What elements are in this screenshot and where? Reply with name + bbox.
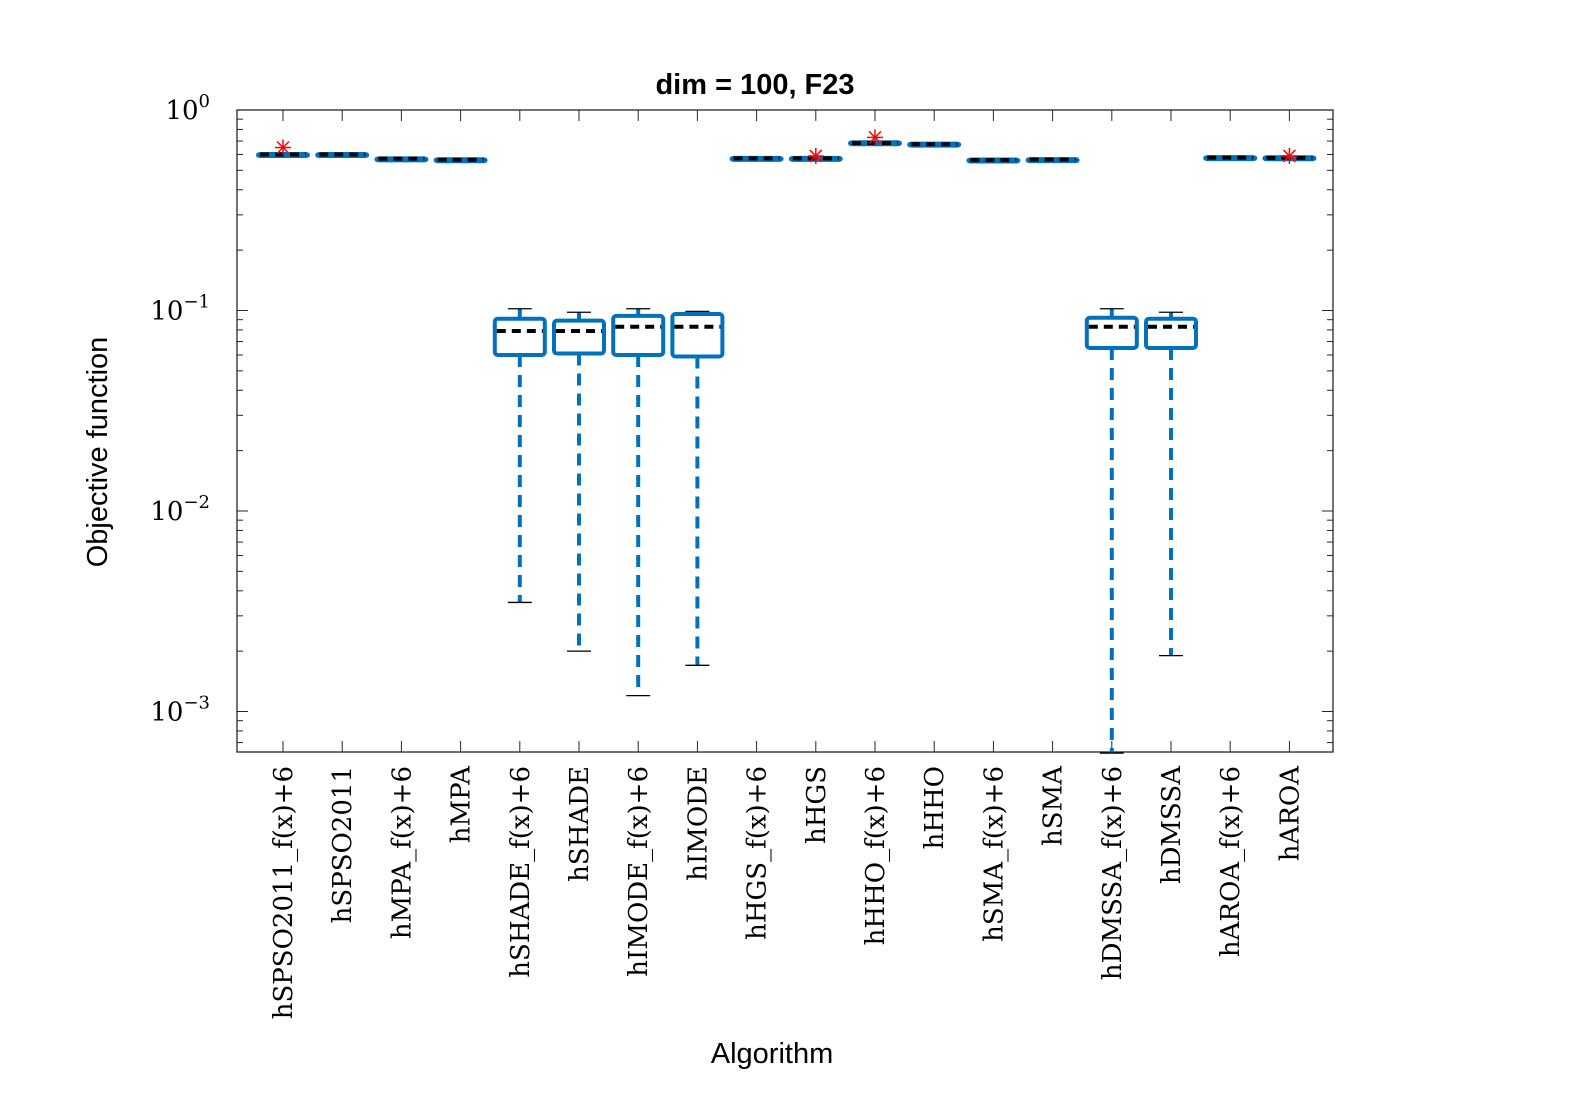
box-17 [1203, 155, 1258, 162]
x-tick-label: hSPSO2011_f(x)+6 [269, 766, 299, 1019]
outlier-marker [1281, 147, 1298, 164]
box-1 [256, 139, 310, 159]
x-tick-label: hSMA [1039, 765, 1069, 846]
box-13 [966, 157, 1021, 164]
box-7 [611, 308, 666, 697]
x-tick-label: hSHADE [565, 766, 595, 882]
outlier-stroke [868, 130, 882, 144]
box-body [611, 313, 666, 357]
box-12 [907, 141, 962, 148]
box-5 [492, 308, 547, 604]
box-3 [374, 156, 429, 163]
y-tick-label: 100 [165, 91, 210, 126]
x-tick-label: hHHO [920, 766, 950, 849]
x-tick-label: hIMODE_f(x)+6 [624, 766, 654, 977]
y-tick-label: 10−1 [150, 292, 210, 327]
box-6 [552, 311, 606, 652]
y-axis-label: Objective function [82, 337, 114, 568]
box-body [552, 318, 606, 356]
box-11 [848, 129, 902, 147]
box-15 [1084, 308, 1139, 754]
box-16 [1144, 311, 1198, 657]
y-tick-label: 10−3 [150, 693, 210, 728]
axes-frame [236, 109, 1334, 753]
box-body [1084, 315, 1139, 351]
box-4 [433, 157, 488, 164]
y-tick-label: 10−2 [150, 492, 210, 527]
x-tick-label: hIMODE [683, 766, 713, 881]
x-tick-label: hAROA_f(x)+6 [1216, 766, 1246, 957]
x-tick-label: hSPSO2011 [328, 766, 358, 923]
x-axis-label: Algorithm [711, 1038, 834, 1070]
box-18 [1262, 147, 1317, 164]
outlier-stroke [809, 149, 823, 163]
outlier-stroke [276, 140, 290, 155]
x-tick-label: hHGS_f(x)+6 [743, 766, 773, 940]
x-tick-label: hMPA_f(x)+6 [387, 766, 417, 939]
outlier-marker [275, 139, 291, 156]
outlier-marker [867, 129, 883, 146]
x-tick-label: hDMSSA_f(x)+6 [1098, 766, 1128, 980]
x-tick-label: hDMSSA [1157, 765, 1187, 884]
x-tick-label: hHGS [802, 766, 832, 844]
outlier-marker [807, 147, 824, 164]
box-body [492, 316, 547, 357]
x-tick-label: hMPA [447, 765, 477, 843]
x-tick-label: hHHO_f(x)+6 [861, 766, 891, 945]
outlier-stroke [1282, 149, 1296, 163]
box-body [1144, 316, 1198, 351]
chart-title: dim = 100, F23 [655, 69, 854, 101]
plot-area: 100 10−1 10−2 10−3 hSPSO2011_f(x)+6 hSPSO2011… [150, 91, 1334, 1019]
x-tick-label: hSMA_f(x)+6 [979, 766, 1009, 942]
box-2 [315, 152, 370, 159]
box-10 [788, 147, 843, 164]
box-body [670, 312, 725, 359]
box-9 [729, 155, 784, 162]
box-14 [1025, 157, 1080, 164]
x-tick-label: hSHADE_f(x)+6 [506, 766, 536, 978]
box-8 [670, 310, 725, 666]
x-tick-label: hAROA [1275, 765, 1305, 861]
